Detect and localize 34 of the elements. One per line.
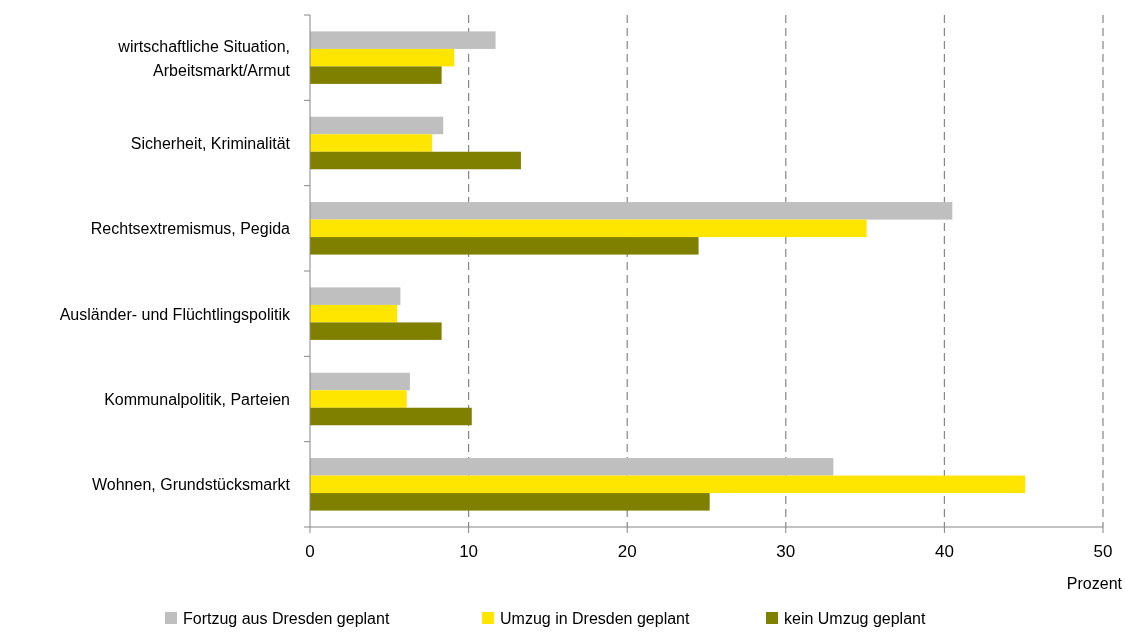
- bar: [310, 304, 398, 323]
- bar: [310, 372, 410, 391]
- y-tick-label: wirtschaftliche Situation, Arbeitsmarkt/Armut: [117, 37, 291, 79]
- bar: [310, 219, 867, 238]
- bar: [310, 134, 433, 152]
- y-tick-label: Wohnen, Grundstücksmarkt: [91, 476, 291, 494]
- bar: [310, 475, 1026, 494]
- y-tick-label: Rechtsextremismus, Pegida: [90, 220, 291, 238]
- bar: [310, 31, 496, 49]
- legend-label: kein Umzug geplant: [784, 610, 926, 627]
- legend-label: Fortzug aus Dresden geplant: [183, 610, 390, 627]
- x-tick-label: 50: [1093, 542, 1113, 561]
- bar: [310, 237, 699, 255]
- bar: [310, 48, 455, 67]
- legend-label: Umzug in Dresden geplant: [500, 610, 690, 627]
- y-tick-label: Sicherheit, Kriminalität: [130, 135, 291, 152]
- y-tick-label: Kommunalpolitik, Parteien: [104, 391, 290, 408]
- bar: [310, 66, 442, 84]
- x-tick-label: 30: [776, 542, 796, 561]
- bar: [310, 202, 953, 220]
- x-tick-label: 40: [934, 542, 954, 561]
- x-tick-label: 20: [617, 542, 637, 561]
- bar: [310, 151, 521, 170]
- bar: [310, 287, 401, 305]
- bar: [310, 407, 472, 426]
- bar: [310, 493, 710, 511]
- x-axis-title: Prozent: [1066, 575, 1123, 592]
- y-tick-label: Ausländer- und Flüchtlingspolitik: [59, 305, 291, 323]
- bar: [310, 322, 442, 340]
- bar: [310, 116, 444, 135]
- bar: [310, 390, 407, 408]
- bar: [310, 458, 834, 476]
- x-tick-label: 0: [305, 542, 315, 561]
- x-tick-label: 10: [459, 542, 479, 561]
